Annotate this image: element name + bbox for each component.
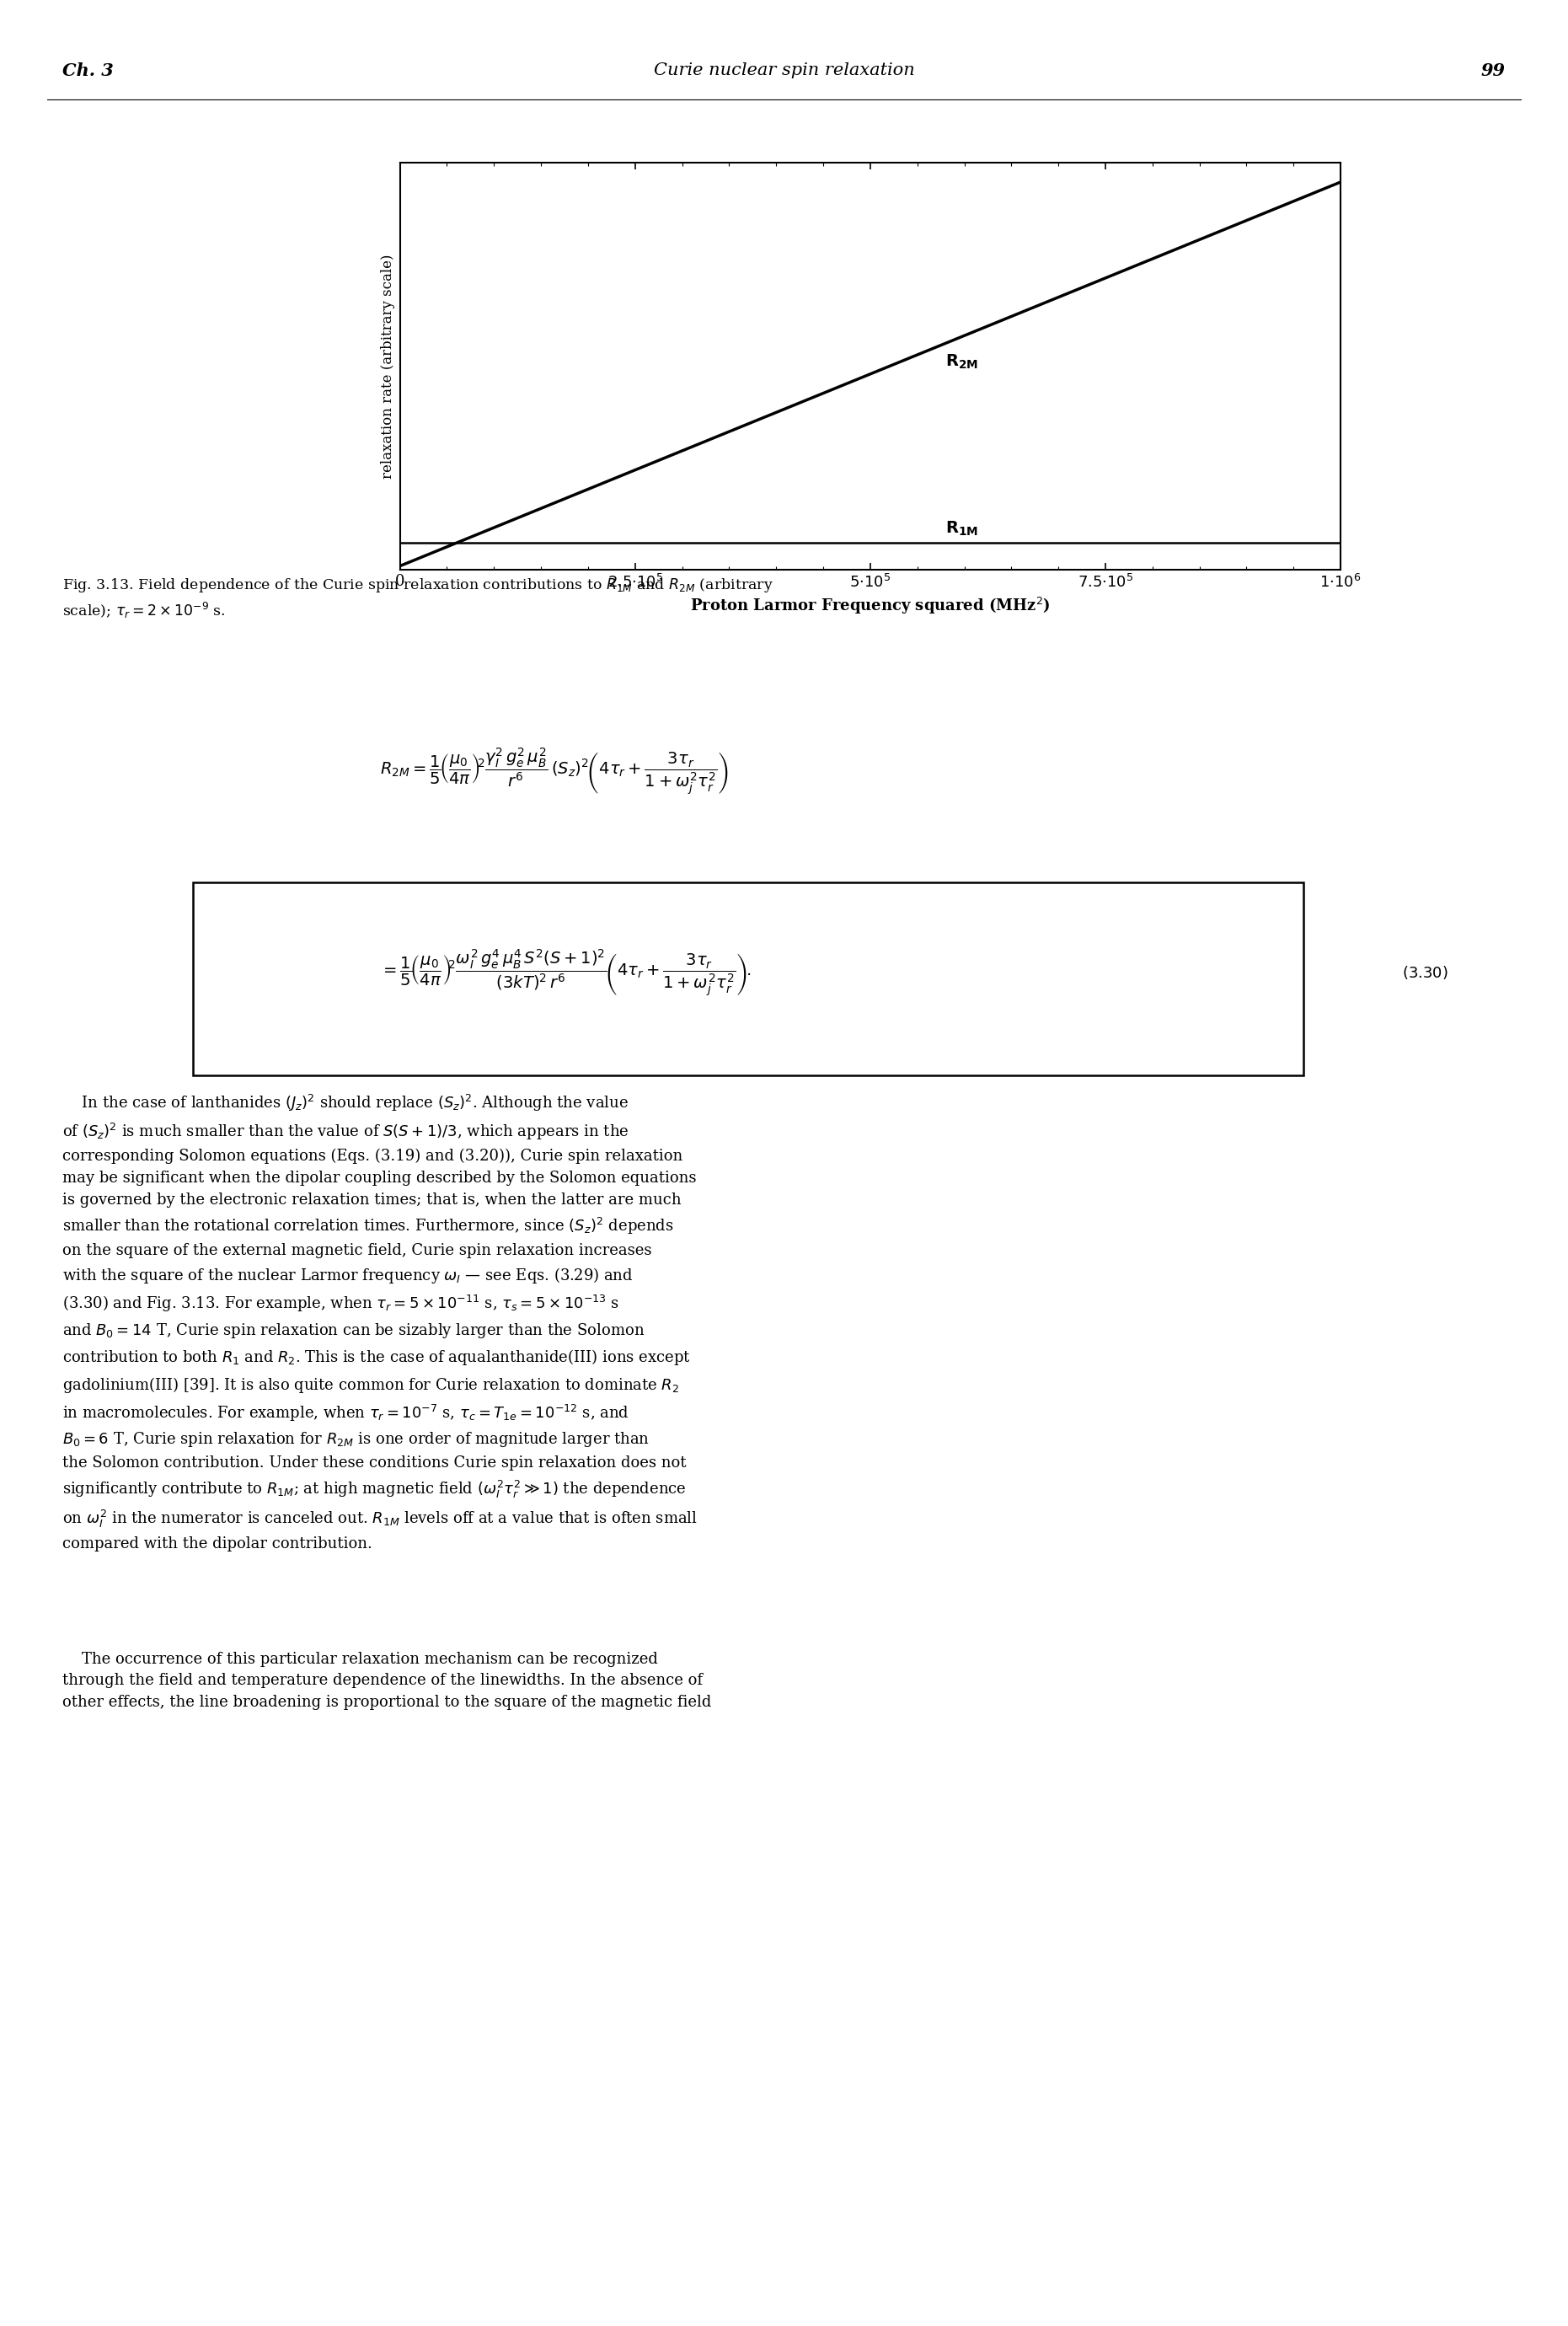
Text: $R_{2M} = \dfrac{1}{5}\!\left(\dfrac{\mu_0}{4\pi}\right)^{\!\!2}\dfrac{\gamma_I^: $R_{2M} = \dfrac{1}{5}\!\left(\dfrac{\mu… bbox=[379, 747, 729, 795]
Text: Curie nuclear spin relaxation: Curie nuclear spin relaxation bbox=[654, 63, 914, 79]
FancyBboxPatch shape bbox=[193, 884, 1303, 1075]
Text: $\mathbf{R_{2M}}$: $\mathbf{R_{2M}}$ bbox=[946, 354, 978, 370]
Text: $\mathbf{R_{1M}}$: $\mathbf{R_{1M}}$ bbox=[946, 521, 978, 537]
Y-axis label: relaxation rate (arbitrary scale): relaxation rate (arbitrary scale) bbox=[381, 254, 395, 479]
Text: The occurrence of this particular relaxation mechanism can be recognized
through: The occurrence of this particular relaxa… bbox=[63, 1651, 712, 1710]
Text: Ch. 3: Ch. 3 bbox=[63, 63, 114, 79]
Text: In the case of lanthanides $(J_z)^2$ should replace $(S_z)^2$. Although the valu: In the case of lanthanides $(J_z)^2$ sho… bbox=[63, 1093, 698, 1551]
Text: Fig. 3.13. Field dependence of the Curie spin relaxation contributions to $R_{1M: Fig. 3.13. Field dependence of the Curie… bbox=[63, 577, 773, 621]
X-axis label: Proton Larmor Frequency squared (MHz$^2$): Proton Larmor Frequency squared (MHz$^2$… bbox=[690, 595, 1051, 616]
Text: $(3.30)$: $(3.30)$ bbox=[1402, 965, 1447, 982]
Text: 99: 99 bbox=[1480, 63, 1505, 79]
Text: $= \dfrac{1}{5}\!\left(\dfrac{\mu_0}{4\pi}\right)^{\!\!2}\dfrac{\omega_I^2\,g_e^: $= \dfrac{1}{5}\!\left(\dfrac{\mu_0}{4\p… bbox=[379, 947, 751, 998]
